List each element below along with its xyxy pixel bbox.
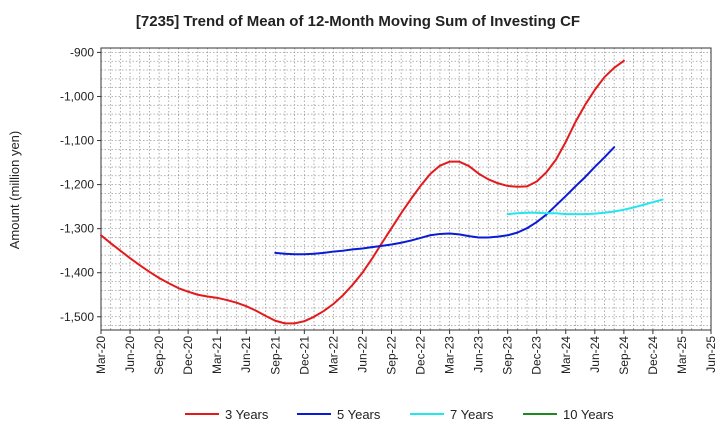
x-tick-label: Sep-22 xyxy=(384,336,398,375)
series-line-3-years xyxy=(100,59,625,325)
legend-label-5-years: 5 Years xyxy=(337,407,381,422)
y-tick-label: -1,200 xyxy=(60,178,94,192)
x-tick-label: Jun-21 xyxy=(239,336,253,373)
legend: 3 Years 5 Years 7 Years 10 Years xyxy=(185,407,614,422)
x-tick-label: Jun-20 xyxy=(123,336,137,373)
x-tick-label: Dec-22 xyxy=(414,336,428,375)
y-axis-label: Amount (million yen) xyxy=(7,131,22,250)
x-tick-label: Mar-22 xyxy=(326,336,340,374)
y-axis: -900 -1,000 -1,100 -1,200 -1,300 -1,400 -1,500 xyxy=(60,45,101,324)
legend-label-7-years: 7 Years xyxy=(450,407,494,422)
x-tick-label: Dec-21 xyxy=(297,336,311,375)
series-line-5-years xyxy=(274,146,616,256)
x-tick-label: Sep-21 xyxy=(268,336,282,375)
y-tick-label: -1,300 xyxy=(60,222,94,236)
chart-title: [7235] Trend of Mean of 12-Month Moving … xyxy=(136,13,580,30)
legend-label-10-years: 10 Years xyxy=(563,407,614,422)
x-tick-label: Mar-23 xyxy=(443,336,457,374)
grid-lines xyxy=(101,48,711,330)
plot-area xyxy=(100,47,712,331)
x-tick-label: Sep-23 xyxy=(501,336,515,375)
y-tick-label: -1,500 xyxy=(60,310,94,324)
series-layer xyxy=(100,59,664,325)
x-tick-label: Mar-21 xyxy=(210,336,224,374)
x-tick-label: Mar-20 xyxy=(94,336,108,374)
y-tick-label: -900 xyxy=(70,45,94,59)
x-tick-label: Sep-20 xyxy=(152,336,166,375)
series-line-7-years xyxy=(506,198,664,216)
x-tick-label: Sep-24 xyxy=(617,336,631,375)
x-tick-label: Jun-25 xyxy=(704,336,718,373)
x-tick-label: Dec-20 xyxy=(181,336,195,375)
legend-label-3-years: 3 Years xyxy=(225,407,269,422)
x-tick-label: Jun-23 xyxy=(472,336,486,373)
x-tick-label: Dec-23 xyxy=(530,336,544,375)
x-axis: Mar-20 Jun-20 Sep-20 Dec-20 Mar-21 Jun-21 Sep-… xyxy=(94,330,718,375)
x-tick-label: Mar-24 xyxy=(559,336,573,374)
y-tick-label: -1,400 xyxy=(60,266,94,280)
y-tick-label: -1,100 xyxy=(60,134,94,148)
x-tick-label: Dec-24 xyxy=(646,336,660,375)
y-tick-label: -1,000 xyxy=(60,89,94,103)
x-tick-label: Jun-22 xyxy=(355,336,369,373)
x-tick-label: Mar-25 xyxy=(675,336,689,374)
x-tick-label: Jun-24 xyxy=(588,336,602,373)
